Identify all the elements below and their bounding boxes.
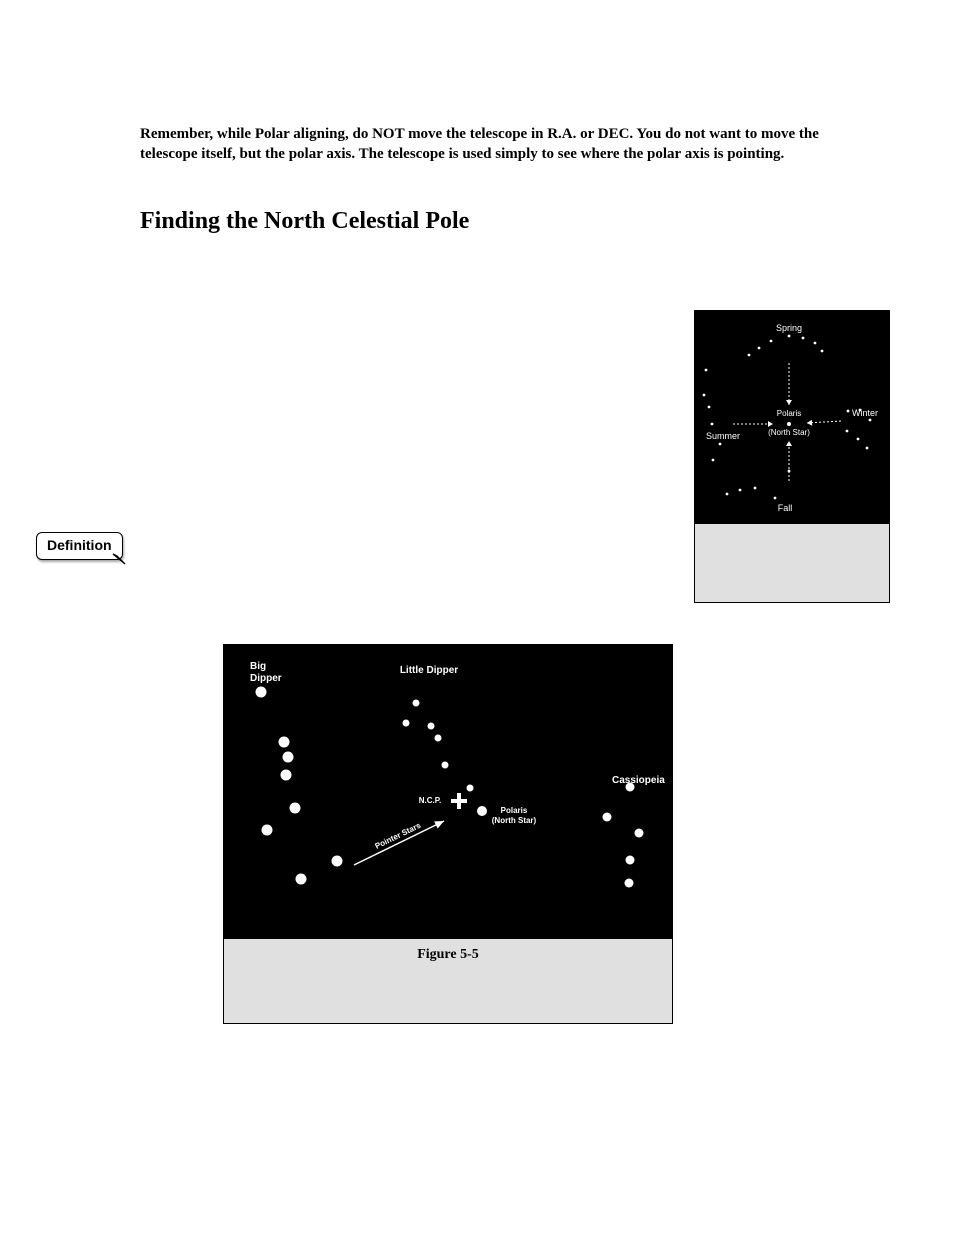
svg-text:Polaris: Polaris — [501, 806, 528, 815]
svg-text:Summer: Summer — [706, 431, 740, 441]
svg-text:(North Star): (North Star) — [492, 816, 537, 825]
svg-text:(North Star): (North Star) — [768, 428, 810, 437]
svg-text:Big: Big — [250, 661, 266, 672]
document-page: Remember, while Polar aligning, do NOT m… — [0, 0, 954, 1235]
svg-text:Spring: Spring — [776, 323, 802, 333]
svg-text:Dipper: Dipper — [250, 673, 282, 684]
definition-box: Definition — [36, 532, 123, 560]
section-heading: Finding the North Celestial Pole — [140, 208, 469, 235]
svg-text:Fall: Fall — [778, 503, 793, 513]
definition-label: Definition — [47, 537, 112, 553]
svg-text:Little Dipper: Little Dipper — [400, 665, 458, 676]
svg-text:Polaris: Polaris — [777, 409, 801, 418]
seasons-star-chart: Spring Summer Fall Winter Polaris (North Star… — [695, 311, 889, 524]
figure-seasons-caption-area — [695, 524, 889, 602]
figure-seasons: Spring Summer Fall Winter Polaris (North Star… — [694, 310, 890, 603]
warning-paragraph: Remember, while Polar aligning, do NOT m… — [140, 125, 840, 164]
dippers-star-chart: BigDipper Little Dipper Cassiopeia N.C.P. Po… — [224, 645, 672, 939]
figure-dippers: BigDipper Little Dipper Cassiopeia N.C.P. Po… — [223, 644, 673, 1024]
definition-callout: Definition — [36, 532, 123, 560]
callout-tail-icon — [112, 553, 128, 567]
svg-text:N.C.P.: N.C.P. — [419, 796, 442, 805]
svg-text:Cassiopeia: Cassiopeia — [612, 775, 665, 786]
svg-text:Winter: Winter — [852, 408, 878, 418]
figure-dippers-caption: Figure 5-5 — [224, 939, 672, 1023]
